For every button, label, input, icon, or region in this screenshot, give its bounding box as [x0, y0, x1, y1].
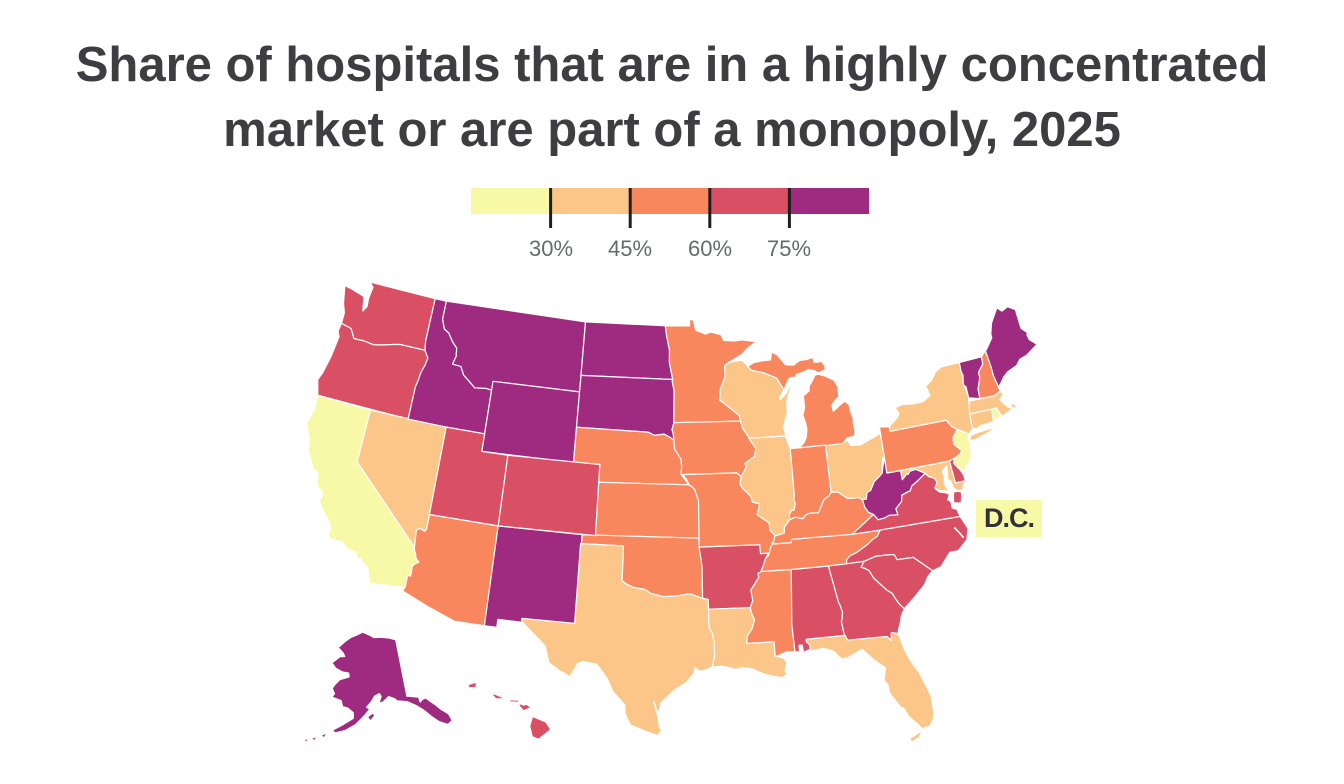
svg-text:30%: 30% — [529, 236, 573, 261]
svg-text:60%: 60% — [688, 236, 732, 261]
svg-text:75%: 75% — [767, 236, 811, 261]
svg-text:45%: 45% — [608, 236, 652, 261]
